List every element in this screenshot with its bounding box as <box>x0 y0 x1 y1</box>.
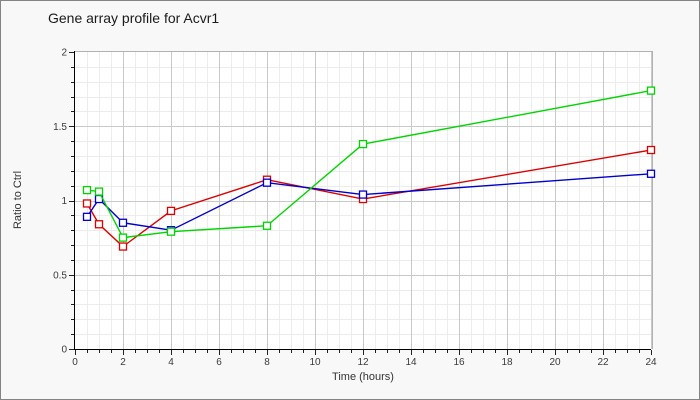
y-tick-label: 2 <box>61 48 67 59</box>
y-tick-label: 1 <box>61 196 67 207</box>
x-tick-label: 0 <box>72 357 78 368</box>
x-tick-label: 6 <box>216 357 222 368</box>
x-tick-label: 8 <box>264 357 270 368</box>
series-red-marker <box>118 242 128 251</box>
series-red-marker <box>646 145 656 155</box>
series-red-marker <box>166 206 176 216</box>
x-tick-label: 14 <box>405 357 417 368</box>
series-blue-marker <box>262 178 272 187</box>
x-tick-label: 20 <box>549 357 561 368</box>
series-green-marker <box>82 185 92 195</box>
series-red-marker <box>94 220 104 229</box>
series-green-marker <box>118 233 128 242</box>
series-green-marker <box>646 86 656 95</box>
x-tick-label: 18 <box>501 357 513 368</box>
series-green <box>82 86 656 242</box>
data-series-layer <box>82 86 656 251</box>
x-tick-label: 2 <box>120 357 126 368</box>
x-axis-label: Time (hours) <box>332 371 394 383</box>
y-tick-label: 0.5 <box>53 270 67 281</box>
series-blue-marker <box>646 169 656 178</box>
series-green-marker <box>262 221 272 230</box>
x-tick-label: 24 <box>645 357 657 368</box>
chart-title: Gene array profile for Acvr1 <box>48 10 220 26</box>
series-blue-marker <box>118 218 128 227</box>
series-green-marker <box>94 187 104 196</box>
y-tick-label: 0 <box>61 345 67 356</box>
x-tick-label: 10 <box>309 357 321 368</box>
series-red-marker <box>82 199 92 208</box>
series-green-marker <box>166 227 176 236</box>
series-blue-marker <box>358 190 368 199</box>
x-tick-label: 16 <box>453 357 465 368</box>
x-tick-label: 12 <box>357 357 369 368</box>
x-tick-label: 22 <box>597 357 609 368</box>
y-tick-label: 1.5 <box>53 122 67 133</box>
y-axis-label: Ratio to Ctrl <box>12 171 24 229</box>
series-blue-marker <box>82 212 92 221</box>
series-green-marker <box>358 139 368 149</box>
x-tick-label: 4 <box>168 357 174 368</box>
